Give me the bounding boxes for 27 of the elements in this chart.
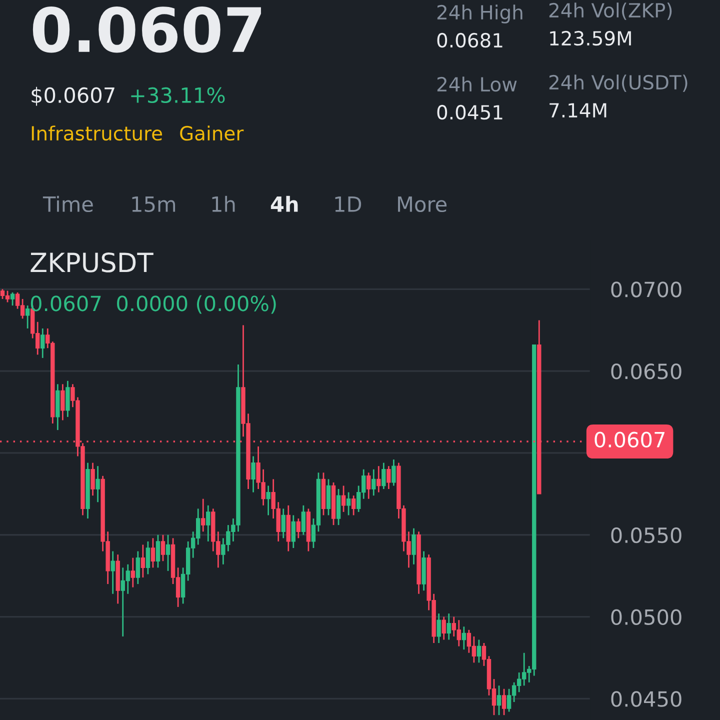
text: 15m <box>132 196 176 212</box>
text: 1D <box>335 196 362 212</box>
text: 0.0451 <box>437 104 502 120</box>
text: 24h Vol(ZKP) <box>549 2 672 20</box>
text: $0.0607 <box>32 86 114 106</box>
text: 0.0681 <box>437 32 502 48</box>
ref-line-label: 0.0607 <box>594 432 664 448</box>
text: 24h Vol(USDT) <box>549 74 688 92</box>
y-tick-label: 0.0500 <box>611 609 682 626</box>
text: Time <box>42 196 93 212</box>
text: Infrastructure <box>32 126 162 141</box>
y-tick-label: 0.0700 <box>611 282 682 298</box>
text: More <box>398 196 447 212</box>
y-tick-label: 0.0450 <box>611 691 682 707</box>
text: +33.11% <box>131 87 225 104</box>
text: 4h <box>270 196 298 212</box>
text: 7.14M <box>550 103 606 118</box>
text: 123.59M <box>550 30 631 46</box>
text: Gainer <box>180 126 244 141</box>
annotation: 0.0607 0.0000 (0.00%) <box>30 295 276 314</box>
text: 1h <box>212 196 235 212</box>
y-tick-label: 0.0550 <box>611 527 682 544</box>
y-tick-label: 0.0650 <box>611 364 682 380</box>
text: 24h Low <box>437 76 517 92</box>
chart-title: ZKPUSDT <box>30 252 154 272</box>
text: 0.0607 <box>32 6 261 53</box>
text: 24h High <box>437 4 522 24</box>
